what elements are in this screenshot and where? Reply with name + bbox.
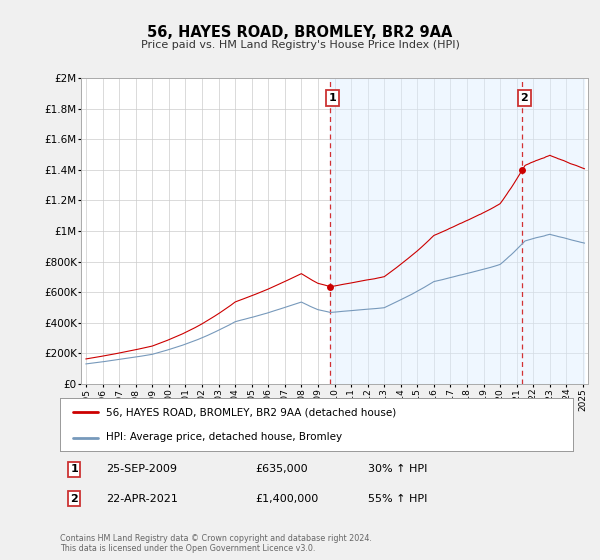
Text: 2: 2	[70, 494, 78, 503]
Text: 56, HAYES ROAD, BROMLEY, BR2 9AA (detached house): 56, HAYES ROAD, BROMLEY, BR2 9AA (detach…	[106, 408, 397, 418]
Text: HPI: Average price, detached house, Bromley: HPI: Average price, detached house, Brom…	[106, 432, 342, 442]
Text: Price paid vs. HM Land Registry's House Price Index (HPI): Price paid vs. HM Land Registry's House …	[140, 40, 460, 50]
Text: 30% ↑ HPI: 30% ↑ HPI	[368, 464, 427, 474]
Text: 25-SEP-2009: 25-SEP-2009	[106, 464, 177, 474]
Text: Contains HM Land Registry data © Crown copyright and database right 2024.
This d: Contains HM Land Registry data © Crown c…	[60, 534, 372, 553]
Text: 2: 2	[520, 93, 528, 103]
Text: 22-APR-2021: 22-APR-2021	[106, 494, 178, 503]
Text: £635,000: £635,000	[255, 464, 308, 474]
Text: 56, HAYES ROAD, BROMLEY, BR2 9AA: 56, HAYES ROAD, BROMLEY, BR2 9AA	[148, 25, 452, 40]
Text: 1: 1	[329, 93, 337, 103]
Text: 55% ↑ HPI: 55% ↑ HPI	[368, 494, 427, 503]
Text: £1,400,000: £1,400,000	[255, 494, 318, 503]
Text: 1: 1	[70, 464, 78, 474]
